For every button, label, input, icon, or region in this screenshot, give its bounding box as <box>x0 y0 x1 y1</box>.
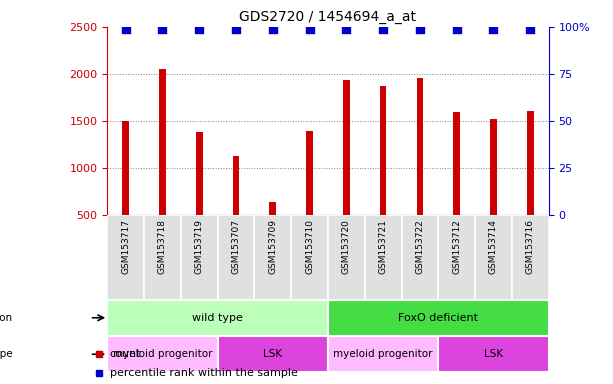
Point <box>121 26 131 32</box>
Text: LSK: LSK <box>484 349 503 359</box>
Bar <box>144 215 181 300</box>
Point <box>231 26 241 32</box>
Text: LSK: LSK <box>263 349 283 359</box>
Bar <box>107 300 328 336</box>
Bar <box>417 78 423 215</box>
Text: GSM153714: GSM153714 <box>489 219 498 274</box>
Bar <box>343 79 349 215</box>
Text: GSM153718: GSM153718 <box>158 219 167 274</box>
Bar <box>512 215 549 300</box>
Bar <box>475 215 512 300</box>
Bar <box>123 121 129 215</box>
Bar <box>254 215 291 300</box>
Bar <box>270 202 276 215</box>
Point <box>489 26 498 32</box>
Text: GSM153716: GSM153716 <box>526 219 535 274</box>
Bar <box>107 336 218 372</box>
Text: count: count <box>110 349 141 359</box>
Bar <box>365 215 402 300</box>
Text: wild type: wild type <box>192 313 243 323</box>
Bar <box>306 131 313 215</box>
Point <box>341 26 351 32</box>
Text: GSM153720: GSM153720 <box>342 219 351 274</box>
Bar <box>328 336 438 372</box>
Bar <box>454 112 460 215</box>
Text: GSM153709: GSM153709 <box>268 219 277 274</box>
Point <box>415 26 425 32</box>
Bar <box>107 215 144 300</box>
Text: cell type: cell type <box>0 349 12 359</box>
Bar <box>218 215 254 300</box>
Bar <box>328 300 549 336</box>
Text: myeloid progenitor: myeloid progenitor <box>333 349 433 359</box>
Point <box>452 26 462 32</box>
Text: GSM153717: GSM153717 <box>121 219 130 274</box>
Bar <box>181 215 218 300</box>
Point <box>378 26 388 32</box>
Bar <box>159 69 166 215</box>
Point <box>158 26 167 32</box>
Bar <box>218 336 328 372</box>
Bar <box>291 215 328 300</box>
Point <box>194 26 204 32</box>
Text: genotype/variation: genotype/variation <box>0 313 12 323</box>
Title: GDS2720 / 1454694_a_at: GDS2720 / 1454694_a_at <box>240 10 416 25</box>
Bar <box>438 336 549 372</box>
Bar <box>380 86 386 215</box>
Point <box>525 26 535 32</box>
Bar <box>196 132 202 215</box>
Text: GSM153722: GSM153722 <box>416 219 424 274</box>
Text: FoxO deficient: FoxO deficient <box>398 313 478 323</box>
Point <box>268 26 278 32</box>
Bar <box>490 119 497 215</box>
Text: GSM153719: GSM153719 <box>195 219 204 274</box>
Text: GSM153707: GSM153707 <box>232 219 240 274</box>
Text: myeloid progenitor: myeloid progenitor <box>113 349 212 359</box>
Bar <box>233 156 239 215</box>
Bar <box>527 111 533 215</box>
Text: percentile rank within the sample: percentile rank within the sample <box>110 368 297 378</box>
Text: GSM153710: GSM153710 <box>305 219 314 274</box>
Bar <box>402 215 438 300</box>
Point <box>305 26 314 32</box>
Bar <box>328 215 365 300</box>
Text: GSM153712: GSM153712 <box>452 219 461 274</box>
Bar <box>438 215 475 300</box>
Text: GSM153721: GSM153721 <box>379 219 387 274</box>
